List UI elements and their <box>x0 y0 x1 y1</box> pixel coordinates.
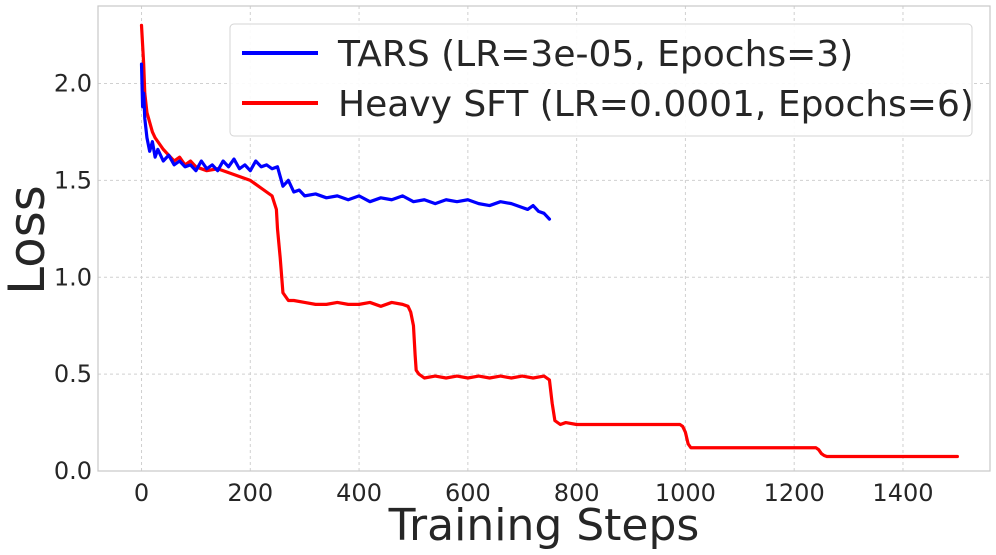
series-line-tars <box>139 62 552 221</box>
y-tick-label: 1.0 <box>54 263 92 291</box>
series-line-heavy-sft <box>139 23 959 459</box>
x-tick-label: 600 <box>445 479 491 507</box>
y-tick-label: 0.5 <box>54 360 92 388</box>
x-tick-label: 1000 <box>655 479 716 507</box>
series-layer <box>139 23 959 459</box>
x-tick-label: 400 <box>336 479 382 507</box>
legend-label-tars: TARS (LR=3e-05, Epochs=3) <box>337 34 853 75</box>
legend: TARS (LR=3e-05, Epochs=3) Heavy SFT (LR=… <box>229 23 974 137</box>
plot-frame <box>97 5 991 472</box>
x-tick-label: 1400 <box>872 479 933 507</box>
x-tick-label: 200 <box>227 479 273 507</box>
legend-label-heavy-sft: Heavy SFT (LR=0.0001, Epochs=6) <box>338 84 974 125</box>
y-axis-title: Loss <box>0 185 56 295</box>
y-tick-label: 2.0 <box>54 70 92 98</box>
tick-labels: 0 200 400 600 800 1000 1200 1400 0.0 0.5 1.0 1.5 2.0 <box>54 70 934 508</box>
y-tick-label: 1.5 <box>54 166 92 194</box>
x-tick-label: 1200 <box>764 479 825 507</box>
x-tick-label: 800 <box>554 479 600 507</box>
y-tick-label: 0.0 <box>54 457 92 485</box>
x-tick-label: 0 <box>134 479 149 507</box>
x-axis-title: Training Steps <box>388 500 700 551</box>
legend-box <box>229 23 973 137</box>
